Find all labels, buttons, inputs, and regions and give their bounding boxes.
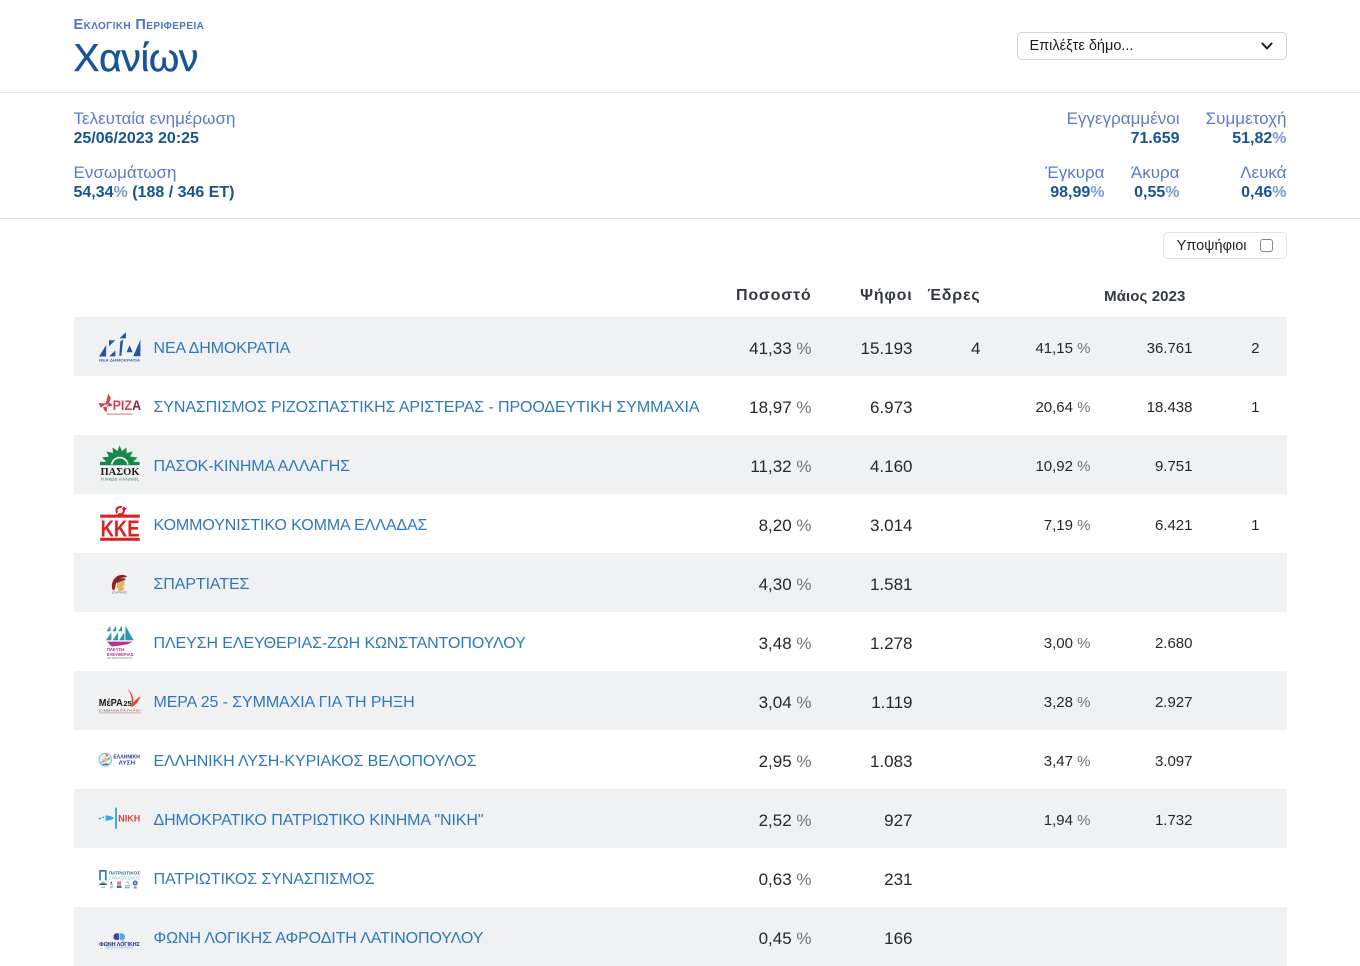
svg-text:ΜέΡΑ: ΜέΡΑ [98, 698, 122, 709]
svg-text:ΕΛΕΥΘΕΡΙΑΣ: ΕΛΕΥΘΕΡΙΑΣ [106, 652, 133, 658]
svg-text:ΑΦΡΟΔΙΤΗ ΛΑΤΙΝΟΠΟΥΛΟΥ: ΑΦΡΟΔΙΤΗ ΛΑΤΙΝΟΠΟΥΛΟΥ [105, 947, 133, 949]
svg-text:ΝΕΑ ΔΗΜΟΚΡΑΤΙΑ: ΝΕΑ ΔΗΜΟΚΡΑΤΙΑ [99, 357, 140, 362]
svg-text:ΣΥΜΜΑΧΙΑ ΓΙΑ ΤΗ: ΣΥΜΜΑΧΙΑ ΓΙΑ ΤΗ [98, 708, 131, 712]
svg-text:ΠΑΣΟΚ: ΠΑΣΟΚ [100, 467, 140, 478]
svg-text:ΡΙΖΑ: ΡΙΖΑ [112, 398, 141, 413]
svg-text:ΠΑΤΡΙΩΤΙΚΟΣ: ΠΑΤΡΙΩΤΙΚΟΣ [108, 870, 140, 875]
svg-text:ΠΛΕΥΣΗ: ΠΛΕΥΣΗ [106, 646, 124, 651]
svg-text:ΝΙΚΗ: ΝΙΚΗ [118, 813, 140, 823]
svg-text:ΚΚΕ: ΚΚΕ [100, 515, 139, 540]
svg-text:ΖΩΗ ΚΩΝΣΤΑΝΤΟΠΟΥΛΟΥ: ΖΩΗ ΚΩΝΣΤΑΝΤΟΠΟΥΛΟΥ [106, 657, 132, 659]
svg-text:ΣΠΑΡΤΙΑΤΕΣ: ΣΠΑΡΤΙΑΤΕΣ [112, 590, 127, 594]
svg-text:ΡΗΞΗ: ΡΗΞΗ [132, 708, 140, 712]
svg-text:Κίνημα Αλλαγής: Κίνημα Αλλαγής [101, 476, 139, 481]
svg-text:ΣΥΝΑΣΠΙΣΜΟΣ: ΣΥΝΑΣΠΙΣΜΟΣ [108, 875, 140, 880]
svg-text:ΕΛΛΗΝΙΚΗ: ΕΛΛΗΝΙΚΗ [113, 754, 140, 760]
svg-text:ΛΥΣΗ: ΛΥΣΗ [118, 760, 135, 766]
svg-text:ΦΩΝΗ ΛΟΓΙΚΗΣ: ΦΩΝΗ ΛΟΓΙΚΗΣ [99, 942, 140, 948]
svg-text:25: 25 [123, 699, 131, 708]
